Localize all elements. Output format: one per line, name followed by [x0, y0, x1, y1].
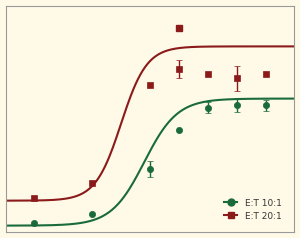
Legend: E:T 10:1, E:T 20:1: E:T 10:1, E:T 20:1: [221, 196, 284, 223]
